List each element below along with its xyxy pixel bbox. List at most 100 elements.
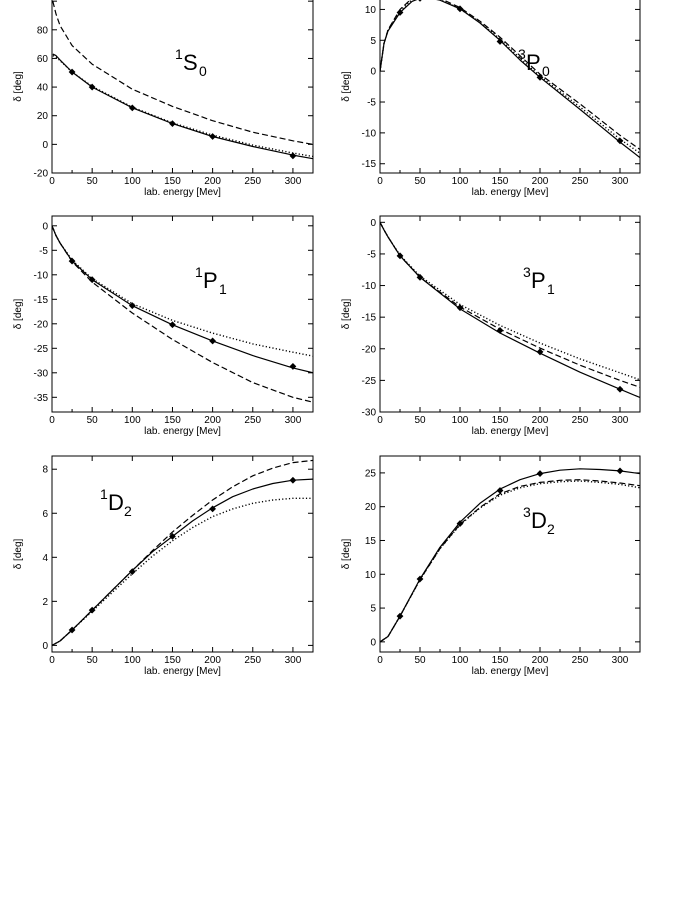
x-tick-label: 100 <box>452 655 469 666</box>
y-tick-label: -30 <box>34 368 49 379</box>
y-tick-label: -25 <box>34 344 49 355</box>
y-axis-title: δ [deg] <box>13 538 24 569</box>
data-point-marker <box>128 302 136 310</box>
x-tick-label: 200 <box>204 655 221 666</box>
data-point-marker <box>396 252 404 260</box>
data-point-marker <box>169 120 176 127</box>
data-point-marker <box>209 133 217 140</box>
dashed-series-line <box>380 0 640 150</box>
y-axis-title: δ [deg] <box>13 71 24 102</box>
y-tick-label: 0 <box>370 218 376 229</box>
data-point-marker <box>616 385 624 393</box>
data-point-marker <box>289 363 297 370</box>
y-tick-label: -20 <box>34 319 49 330</box>
y-tick-label: -15 <box>362 313 377 324</box>
data-point-marker <box>496 327 504 334</box>
data-point-marker <box>169 532 176 540</box>
y-tick-label: -35 <box>34 393 49 404</box>
y-axis-title: δ [deg] <box>341 298 352 329</box>
panel-label-sub: 2 <box>124 503 132 519</box>
dotted-series-line <box>380 221 640 381</box>
x-tick-label: 50 <box>87 655 99 666</box>
y-tick-label: -10 <box>362 281 377 292</box>
y-tick-label: 4 <box>42 553 48 564</box>
y-tick-label: 0 <box>370 637 376 648</box>
plot-frame <box>51 215 314 413</box>
x-tick-label: 250 <box>244 655 261 666</box>
solid-series-line <box>380 0 640 159</box>
panel-label-sup: 3 <box>523 264 531 280</box>
x-tick-label: 100 <box>124 176 141 187</box>
y-tick-label: 5 <box>370 36 376 47</box>
y-tick-label: -10 <box>362 128 377 139</box>
x-tick-label: 100 <box>124 415 141 426</box>
y-tick-label: -20 <box>34 169 49 180</box>
x-tick-label: 50 <box>414 176 426 187</box>
y-tick-label: 6 <box>42 509 48 520</box>
panel-label-main: S <box>183 50 198 75</box>
y-tick-label: 0 <box>42 140 48 151</box>
x-tick-label: 300 <box>612 176 629 187</box>
x-tick-label: 300 <box>285 176 302 187</box>
y-axis-title: δ [deg] <box>13 298 24 329</box>
y-tick-label: -25 <box>362 376 377 387</box>
data-point-marker <box>396 9 404 16</box>
x-tick-label: 150 <box>492 655 509 666</box>
y-tick-label: -30 <box>362 408 377 419</box>
dashed-series-line <box>380 222 640 388</box>
panel-label-sub: 0 <box>542 63 550 79</box>
plot-frame <box>51 455 314 653</box>
solid-series-line <box>380 468 640 643</box>
x-tick-label: 0 <box>49 176 55 187</box>
y-tick-label: 0 <box>42 221 48 232</box>
x-tick-label: 0 <box>377 415 383 426</box>
data-point-marker <box>128 104 136 112</box>
data-point-marker <box>496 38 504 45</box>
y-tick-label: 0 <box>370 67 376 78</box>
x-tick-label: 150 <box>164 176 181 187</box>
x-tick-label: 100 <box>452 415 469 426</box>
y-tick-label: -10 <box>34 270 49 281</box>
x-tick-label: 250 <box>244 176 261 187</box>
data-point-marker <box>496 487 504 494</box>
x-tick-label: 250 <box>244 415 261 426</box>
chart-panel-4: 0 50 100 150 200 250 300 -30 -25 -20 -15 -10 -5 0 lab.… <box>341 215 641 437</box>
chart-panel-6: 0 50 100 150 200 250 300 0 5 10 15 20 25 lab. energy … <box>341 455 641 677</box>
y-tick-label: 40 <box>37 83 49 94</box>
y-axis-title: δ [deg] <box>341 71 352 102</box>
data-point-marker <box>68 626 76 634</box>
chart-panel-5: 0 50 100 150 200 250 300 0 2 4 6 8 lab. energy [Mev]… <box>13 455 314 677</box>
y-tick-label: 15 <box>365 536 377 547</box>
y-tick-label: 10 <box>365 5 377 16</box>
x-tick-label: 0 <box>377 176 383 187</box>
solid-series-line <box>52 478 313 646</box>
x-tick-label: 100 <box>452 176 469 187</box>
data-point-marker <box>88 276 96 284</box>
panel-label-main: D <box>531 508 547 533</box>
data-point-marker <box>416 575 424 583</box>
panel-label-main: D <box>108 490 124 515</box>
panel-label-sup: 1 <box>175 46 183 62</box>
y-tick-label: 8 <box>42 465 48 476</box>
panel-label-main: P <box>526 50 541 75</box>
x-tick-label: 150 <box>492 176 509 187</box>
dashed-series-line <box>52 225 313 403</box>
x-tick-label: 200 <box>204 415 221 426</box>
x-tick-label: 0 <box>49 655 55 666</box>
x-tick-label: 0 <box>377 655 383 666</box>
x-tick-label: 250 <box>572 415 589 426</box>
x-tick-label: 50 <box>87 176 99 187</box>
data-point-marker <box>209 505 217 513</box>
data-point-marker <box>289 152 297 160</box>
chart-panel-2: 0 50 100 150 200 250 300 -15 -10 -5 0 5 10 lab. energ… <box>341 0 641 198</box>
data-point-marker <box>68 68 76 76</box>
x-axis-title: lab. energy [Mev] <box>472 666 549 677</box>
y-tick-label: -5 <box>39 246 48 257</box>
data-point-marker <box>536 73 544 81</box>
x-tick-label: 200 <box>204 176 221 187</box>
data-point-marker <box>68 257 76 265</box>
data-point-marker <box>88 606 96 614</box>
dashed-series-line <box>52 1 313 145</box>
x-tick-label: 50 <box>87 415 99 426</box>
